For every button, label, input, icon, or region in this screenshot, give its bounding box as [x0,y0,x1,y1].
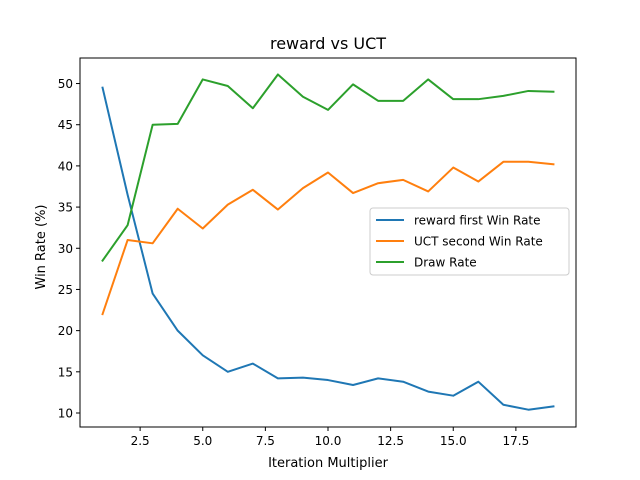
y-tick-label: 10 [58,406,73,420]
legend-box [369,207,570,276]
y-tick-label: 35 [58,201,73,215]
y-tick-label: 25 [58,283,73,297]
axes-layer: 2.5 5.0 7.5 10.0 12.5 15.0 17.5 10 15 20 25 30 35 40 4… [58,57,577,448]
y-tick-label: 45 [58,118,73,132]
legend: reward first Win Rate UCT second Win Rate… [369,207,570,276]
y-tick-label: 15 [58,365,73,379]
x-axis-label: Iteration Multiplier [268,456,389,471]
y-tick-label: 40 [58,159,73,173]
y-tick-label: 20 [58,324,73,338]
legend-label-1: reward first Win Rate [414,214,541,228]
series-line-3 [101,73,555,263]
x-tick-label: 12.5 [377,434,404,448]
series-line-2 [101,160,555,316]
x-tick-label: 17.5 [503,434,530,448]
x-tick-label: 7.5 [256,434,275,448]
series-line-1 [101,86,555,411]
legend-label-3: Draw Rate [414,256,477,270]
legend-label-2: UCT second Win Rate [414,235,543,249]
y-tick-label: 50 [58,77,73,91]
x-tick-label: 2.5 [131,434,150,448]
y-axis-label: Win Rate (%) [34,205,49,290]
x-tick-label: 15.0 [440,434,467,448]
chart-title: reward vs UCT [270,34,386,53]
y-tick-label: 30 [58,242,73,256]
x-tick-label: 10.0 [315,434,342,448]
x-tick-label: 5.0 [193,434,212,448]
series-layer [101,73,555,411]
